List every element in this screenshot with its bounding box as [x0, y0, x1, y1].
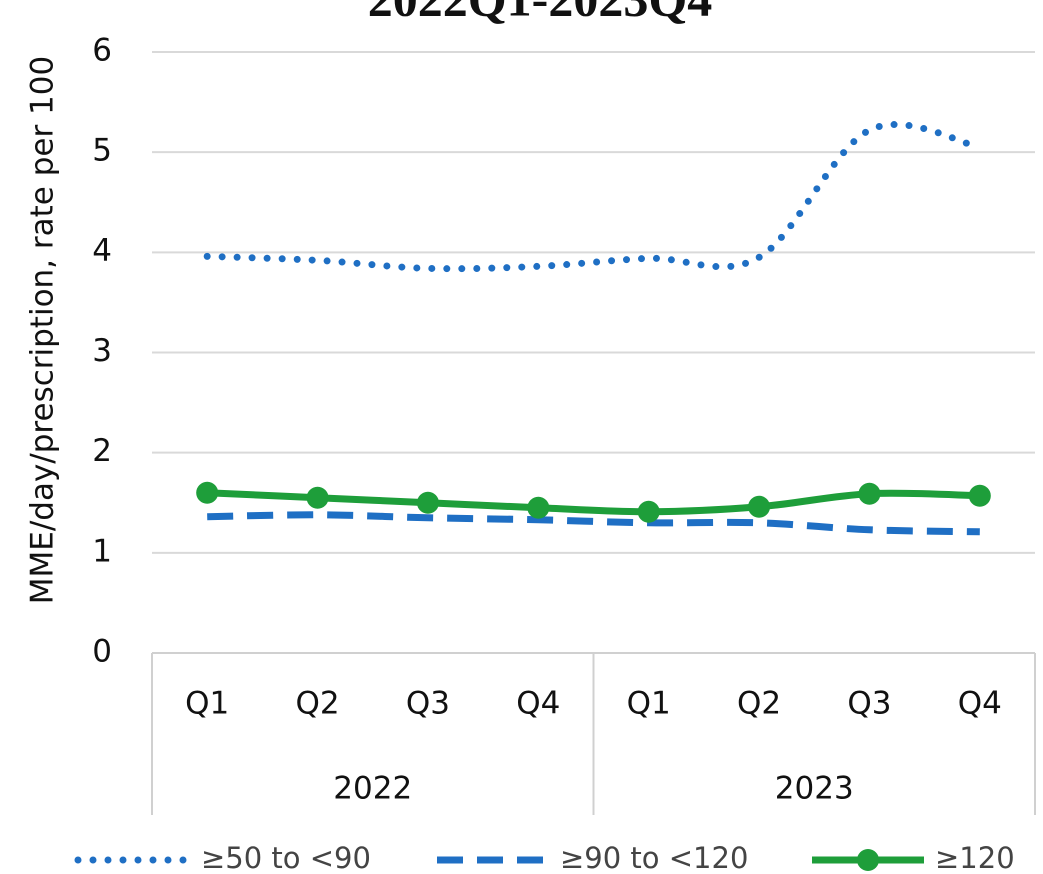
point-marker: [748, 495, 771, 518]
y-tick-label: 3: [92, 333, 112, 369]
point-marker: [858, 482, 881, 505]
x-tick-label: Q3: [847, 686, 891, 722]
x-group-label: 2022: [333, 771, 412, 807]
y-tick-label: 5: [92, 133, 112, 169]
x-tick-label: Q1: [627, 686, 671, 722]
point-marker: [306, 486, 329, 509]
x-group-label: 2023: [775, 771, 854, 807]
x-tick-label: Q2: [737, 686, 781, 722]
point-marker: [968, 484, 991, 507]
y-tick-label: 4: [92, 233, 112, 269]
point-marker: [637, 500, 660, 523]
point-marker: [527, 496, 550, 519]
y-tick-label: 6: [92, 33, 112, 69]
x-tick-label: Q4: [516, 686, 560, 722]
x-tick-label: Q3: [406, 686, 450, 722]
legend-marker: [857, 849, 879, 871]
series-line: [207, 489, 980, 516]
x-tick-label: Q1: [185, 686, 229, 722]
x-tick-label: Q4: [958, 686, 1002, 722]
legend-label: ≥90 to <120: [560, 841, 748, 874]
y-tick-label: 0: [92, 634, 112, 670]
legend-label: ≥120: [935, 841, 1015, 874]
y-tick-label: 2: [92, 433, 112, 469]
series-line: [207, 511, 980, 536]
point-marker: [196, 481, 219, 504]
x-tick-label: Q2: [296, 686, 340, 722]
y-tick-label: 1: [92, 533, 112, 569]
series-line: [203, 121, 984, 273]
point-marker: [416, 491, 439, 514]
legend-label: ≥50 to <90: [201, 841, 371, 874]
y-axis-label: MME/day/prescription, rate per 100: [25, 56, 61, 604]
